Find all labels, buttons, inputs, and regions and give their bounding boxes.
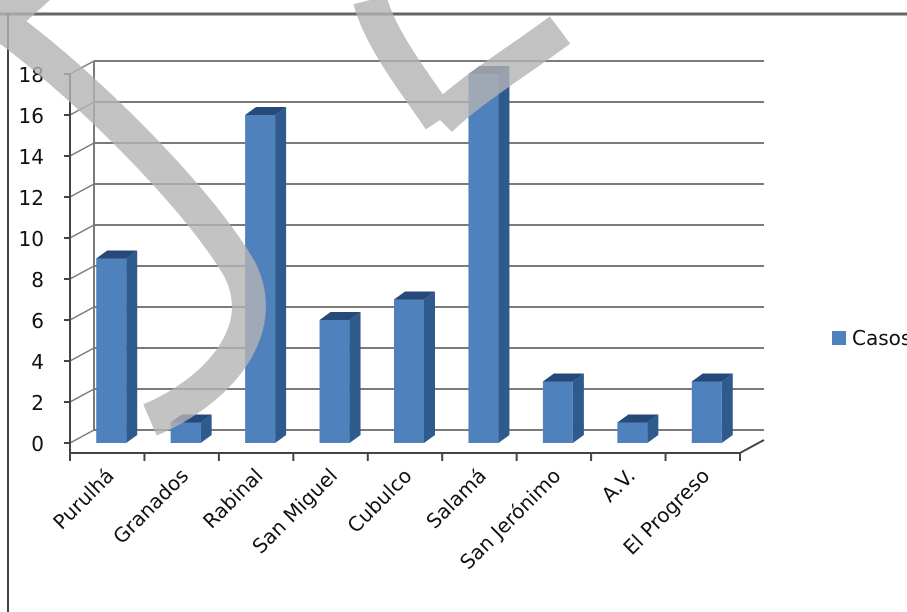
- legend: Casos: [832, 326, 907, 350]
- bar-top: [319, 312, 361, 320]
- floor-right-edge: [739, 439, 765, 454]
- x-tick-label: Cubulco: [342, 464, 416, 538]
- x-tick-label: A.V.: [597, 464, 640, 507]
- bar: [468, 74, 499, 443]
- bar-side: [721, 373, 733, 443]
- watermark: [0, 0, 571, 436]
- watermark-stroke-corner: [0, 0, 50, 45]
- bar: [617, 422, 648, 443]
- y-tick-label: 12: [19, 186, 44, 210]
- bar-top: [542, 373, 584, 382]
- grid-diagonal: [69, 388, 95, 403]
- bar-side: [647, 414, 659, 443]
- y-tick-label: 2: [31, 391, 44, 415]
- bar-side: [200, 414, 212, 443]
- legend-label: Casos: [852, 326, 907, 350]
- bar-side: [572, 373, 584, 443]
- x-tick-label: Rabinal: [198, 464, 268, 534]
- grid-diagonal: [69, 224, 95, 239]
- y-tick-label: 4: [31, 350, 44, 374]
- y-tick-label: 14: [19, 145, 44, 169]
- bar-top: [617, 414, 659, 423]
- bar-side: [498, 66, 510, 443]
- bar: [542, 381, 573, 443]
- y-tick-label: 8: [31, 268, 44, 292]
- y-tick-label: 0: [31, 432, 44, 456]
- bar: [170, 422, 201, 443]
- y-tick-label: 6: [31, 309, 44, 333]
- bar-top: [96, 250, 138, 259]
- watermark-stroke-left: [0, 16, 266, 436]
- bar: [96, 258, 127, 443]
- bar-side: [126, 250, 138, 443]
- y-tick-label: 10: [19, 227, 44, 251]
- x-tick-label: Purulhá: [48, 464, 119, 535]
- y-tick-label: 16: [19, 104, 44, 128]
- watermark-stroke-top: [427, 16, 571, 133]
- legend-swatch: [832, 331, 846, 345]
- bar: [691, 381, 722, 443]
- x-tick-label: Granados: [108, 464, 193, 549]
- bar-top: [394, 291, 435, 300]
- bar-top: [245, 107, 287, 115]
- bar-side: [275, 107, 287, 443]
- grid-diagonal: [69, 429, 95, 444]
- grid-diagonal: [69, 306, 95, 321]
- bar-side: [349, 312, 361, 443]
- x-tick-label: Salamá: [421, 464, 491, 534]
- grid-diagonal: [69, 183, 95, 198]
- bar: [319, 320, 350, 443]
- bar-side: [424, 291, 435, 443]
- grid-diagonal: [69, 347, 95, 362]
- bar-top: [691, 373, 733, 382]
- axes: [64, 61, 765, 461]
- grid-diagonal: [69, 142, 95, 157]
- bar: [394, 299, 424, 443]
- grid-diagonal: [69, 265, 95, 280]
